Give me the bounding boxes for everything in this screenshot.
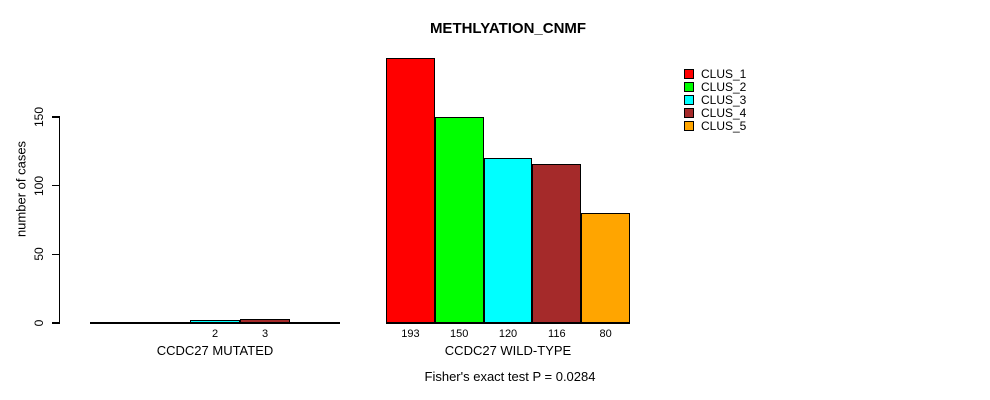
y-axis-tick-label: 150	[32, 106, 46, 128]
y-axis-tick	[51, 184, 59, 187]
bar-CLUS_4	[240, 319, 290, 323]
legend-label: CLUS_1	[701, 66, 747, 81]
bar-value-label: 150	[450, 328, 469, 340]
bar-CLUS_3	[190, 320, 240, 323]
bar-value-label: 116	[548, 328, 566, 340]
legend-row: CLUS_2	[684, 79, 747, 94]
bar-value-label: 3	[261, 328, 269, 340]
group-baseline	[90, 322, 340, 324]
legend-label: CLUS_3	[701, 92, 747, 107]
legend-label: CLUS_2	[701, 79, 747, 94]
legend-row: CLUS_1	[684, 66, 747, 81]
y-axis-tick-label: 100	[32, 175, 46, 196]
chart-title: METHLYATION_CNMF	[429, 20, 587, 37]
legend: CLUS_1 CLUS_2 CLUS_3 CLUS_4 CLUS_5	[684, 66, 747, 133]
bar-value-label: 2	[211, 328, 219, 340]
legend-row: CLUS_3	[684, 92, 747, 107]
bar-CLUS_2	[434, 117, 484, 323]
y-axis-line	[58, 116, 60, 324]
bar-CLUS_3	[483, 158, 533, 323]
bar-value-label: 193	[401, 328, 420, 340]
legend-swatch-icon	[684, 94, 694, 105]
legend-swatch-icon	[684, 68, 694, 79]
legend-row: CLUS_5	[684, 118, 747, 133]
legend-swatch-icon	[684, 120, 694, 131]
y-axis-tick-label: 50	[32, 247, 46, 262]
legend-swatch-icon	[684, 107, 694, 118]
group-label: CCDC27 WILD-TYPE	[444, 343, 572, 358]
group-label: CCDC27 MUTATED	[156, 343, 274, 358]
y-axis-tick	[51, 116, 59, 118]
bar-CLUS_4	[532, 164, 582, 323]
y-axis-tick-label: 0	[32, 319, 46, 327]
legend-swatch-icon	[684, 81, 694, 92]
bar-CLUS_5	[581, 213, 630, 323]
footnote-text: Fisher's exact test P = 0.0284	[424, 369, 596, 384]
bar-CLUS_1	[386, 58, 435, 323]
y-axis-tick	[51, 253, 59, 256]
y-axis-tick	[51, 322, 59, 324]
y-axis-label: number of cases	[13, 140, 29, 238]
legend-label: CLUS_4	[701, 105, 747, 120]
legend-row: CLUS_4	[684, 105, 747, 120]
legend-label: CLUS_5	[701, 118, 747, 133]
group-baseline	[386, 322, 630, 324]
bar-value-label: 120	[498, 328, 518, 340]
bar-value-label: 80	[599, 328, 612, 340]
